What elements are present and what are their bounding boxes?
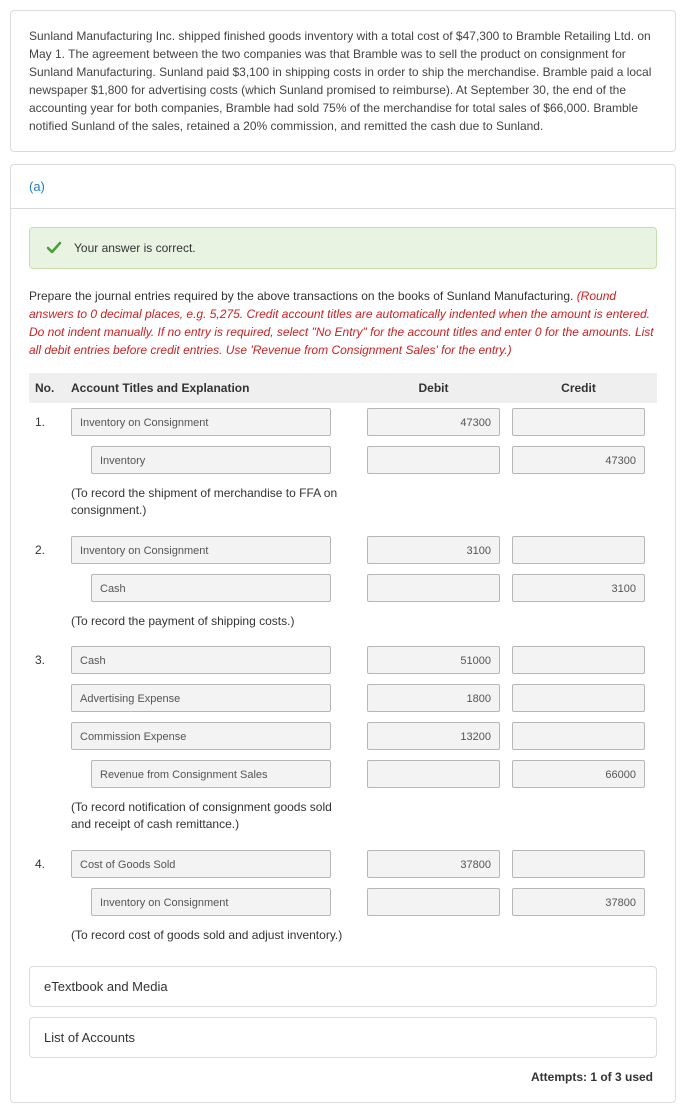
account-title-input[interactable]: Cash [91,574,331,602]
debit-input[interactable]: 3100 [367,536,500,564]
debit-input[interactable]: 1800 [367,684,500,712]
answer-card: Your answer is correct. Prepare the jour… [10,208,676,1103]
account-cell: Inventory [71,446,361,474]
debit-cell [361,760,506,788]
credit-input[interactable] [512,646,645,674]
debit-cell: 37800 [361,850,506,878]
account-title-input[interactable]: Advertising Expense [71,684,331,712]
account-title-input[interactable]: Inventory on Consignment [71,536,331,564]
account-cell: Cost of Goods Sold [71,850,361,878]
debit-input[interactable] [367,574,500,602]
credit-input[interactable] [512,408,645,436]
account-title-input[interactable]: Cash [71,646,331,674]
credit-cell [506,722,651,750]
prompt-lead: Prepare the journal entries required by … [29,289,577,303]
explanation-text: (To record cost of goods sold and adjust… [29,921,349,956]
debit-cell [361,888,506,916]
credit-input[interactable] [512,850,645,878]
table-row: 1.Inventory on Consignment 47300 [29,403,657,441]
debit-input[interactable] [367,760,500,788]
account-cell: Inventory on Consignment [71,888,361,916]
table-row: Cash 3100 [29,569,657,607]
credit-cell [506,684,651,712]
debit-cell: 3100 [361,536,506,564]
question-card: Sunland Manufacturing Inc. shipped finis… [10,10,676,152]
account-title-input[interactable]: Revenue from Consignment Sales [91,760,331,788]
header-no: No. [35,381,71,395]
explanation-text: (To record the shipment of merchandise t… [29,479,349,531]
credit-cell [506,408,651,436]
debit-cell [361,446,506,474]
row-no: 1. [35,415,71,429]
attempts-text: Attempts: 1 of 3 used [29,1070,657,1084]
question-text: Sunland Manufacturing Inc. shipped finis… [29,27,657,135]
debit-input[interactable] [367,446,500,474]
account-title-input[interactable]: Inventory [91,446,331,474]
account-title-input[interactable]: Cost of Goods Sold [71,850,331,878]
row-no: 2. [35,543,71,557]
credit-input[interactable] [512,536,645,564]
account-title-input[interactable]: Inventory on Consignment [91,888,331,916]
account-cell: Inventory on Consignment [71,536,361,564]
etextbook-panel[interactable]: eTextbook and Media [29,966,657,1007]
debit-cell: 13200 [361,722,506,750]
explanation-text: (To record notification of consignment g… [29,793,349,845]
table-row: Commission Expense 13200 [29,717,657,755]
credit-cell: 47300 [506,446,651,474]
credit-cell: 66000 [506,760,651,788]
check-icon [46,240,62,256]
credit-input[interactable] [512,684,645,712]
credit-cell [506,536,651,564]
account-title-input[interactable]: Commission Expense [71,722,331,750]
account-cell: Cash [71,646,361,674]
table-row: 2.Inventory on Consignment 3100 [29,531,657,569]
header-debit: Debit [361,381,506,395]
debit-input[interactable]: 13200 [367,722,500,750]
debit-cell: 51000 [361,646,506,674]
debit-cell: 1800 [361,684,506,712]
table-row: Inventory 47300 [29,441,657,479]
debit-input[interactable]: 47300 [367,408,500,436]
table-row: Advertising Expense 1800 [29,679,657,717]
account-cell: Cash [71,574,361,602]
accounts-panel[interactable]: List of Accounts [29,1017,657,1058]
table-row: Revenue from Consignment Sales 66000 [29,755,657,793]
debit-input[interactable]: 37800 [367,850,500,878]
header-acct: Account Titles and Explanation [71,381,361,395]
table-header: No. Account Titles and Explanation Debit… [29,373,657,403]
credit-cell [506,850,651,878]
debit-input[interactable] [367,888,500,916]
debit-input[interactable]: 51000 [367,646,500,674]
credit-cell: 37800 [506,888,651,916]
header-credit: Credit [506,381,651,395]
table-row: Inventory on Consignment 37800 [29,883,657,921]
credit-cell: 3100 [506,574,651,602]
credit-input[interactable]: 47300 [512,446,645,474]
account-cell: Advertising Expense [71,684,361,712]
prompt-text: Prepare the journal entries required by … [29,287,657,359]
credit-input[interactable]: 66000 [512,760,645,788]
explanation-text: (To record the payment of shipping costs… [29,607,349,642]
credit-cell [506,646,651,674]
table-row: 4.Cost of Goods Sold 37800 [29,845,657,883]
credit-input[interactable] [512,722,645,750]
debit-cell [361,574,506,602]
part-label: (a) [10,164,676,208]
credit-input[interactable]: 37800 [512,888,645,916]
table-row: 3.Cash 51000 [29,641,657,679]
correct-banner-text: Your answer is correct. [74,241,196,255]
row-no: 4. [35,857,71,871]
credit-input[interactable]: 3100 [512,574,645,602]
account-cell: Commission Expense [71,722,361,750]
row-no: 3. [35,653,71,667]
account-cell: Inventory on Consignment [71,408,361,436]
debit-cell: 47300 [361,408,506,436]
account-title-input[interactable]: Inventory on Consignment [71,408,331,436]
account-cell: Revenue from Consignment Sales [71,760,361,788]
correct-banner: Your answer is correct. [29,227,657,269]
journal-table: No. Account Titles and Explanation Debit… [29,373,657,956]
